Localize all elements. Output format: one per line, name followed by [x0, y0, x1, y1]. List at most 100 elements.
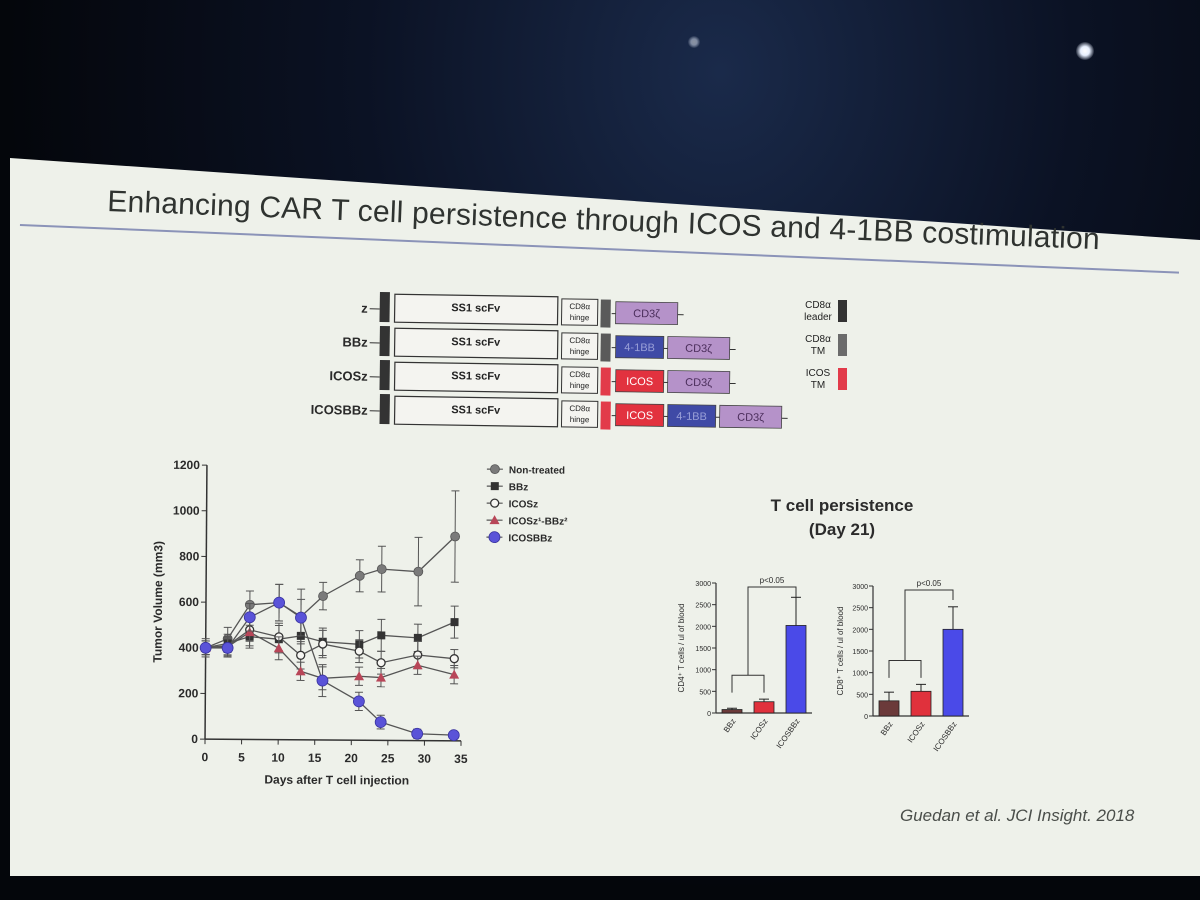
series-marker	[411, 727, 424, 740]
persistence-title: T cell persistence (Day 21)	[742, 494, 942, 542]
series-marker	[316, 674, 329, 687]
signaling-domain	[615, 335, 665, 359]
y-tick-label: 1500	[852, 649, 868, 656]
hinge-label-line1: CD8α	[569, 302, 590, 311]
y-tick-label: 3000	[695, 581, 711, 588]
signaling-domain-label: CD3ζ	[685, 343, 712, 355]
series-marker	[450, 531, 461, 542]
y-tick-label: 500	[856, 692, 868, 699]
ceiling-spotlight	[1076, 42, 1094, 60]
signaling-domain-label: 4-1BB	[676, 411, 707, 423]
persistence-title-line2: (Day 21)	[808, 520, 876, 539]
legend-label: ICOSBBz	[508, 533, 552, 544]
y-tick-label: 1000	[852, 671, 868, 678]
series-marker	[354, 671, 365, 681]
leader-segment	[379, 325, 390, 357]
series-marker	[295, 611, 307, 624]
series-marker	[375, 672, 386, 682]
hinge-label-line2: hinge	[570, 381, 590, 390]
y-tick-label: 0	[191, 732, 198, 746]
hinge-label-line1: CD8α	[569, 336, 590, 345]
hinge-label-line1: CD8α	[569, 404, 590, 413]
series-marker	[413, 566, 424, 577]
legend-label: ICOSz¹-BBz²	[509, 516, 569, 527]
y-tick-label: 3000	[852, 584, 868, 591]
hinge-box	[560, 366, 599, 394]
construct-label: BBz	[342, 334, 368, 349]
tm-segment	[600, 367, 611, 396]
series-marker	[377, 631, 386, 640]
leader-segment	[379, 291, 390, 323]
series-marker	[374, 716, 387, 728]
signaling-domain-label: ICOS	[626, 376, 653, 388]
leader-segment	[379, 359, 390, 391]
legend-line1: CD8α	[805, 334, 831, 345]
series-marker	[376, 658, 386, 668]
series-marker	[318, 639, 328, 649]
signaling-domain	[615, 301, 679, 326]
significance-bracket-high	[747, 586, 797, 676]
scfv-box	[393, 361, 559, 394]
signaling-domain-label: ICOS	[626, 410, 653, 422]
x-axis-title: Days after T cell injection	[264, 773, 409, 788]
legend-label: BBz	[509, 482, 529, 493]
y-axis-title: CD4⁺ T cells / ul of blood	[677, 604, 686, 693]
hinge-label-line2: hinge	[570, 313, 590, 322]
y-tick-label: 2500	[852, 606, 868, 613]
scfv-label: SS1 scFv	[451, 404, 501, 417]
series-line	[205, 601, 454, 736]
significance-label: p<0.05	[917, 579, 942, 588]
series-marker	[199, 641, 212, 654]
series-line	[205, 631, 455, 679]
signaling-domain	[667, 404, 717, 428]
construct-row-z: z SS1 scFv CD8α hinge CD3ζ	[361, 291, 684, 328]
series-marker	[244, 627, 255, 637]
y-tick-label: 1500	[695, 646, 711, 653]
y-tick-label: 2500	[695, 603, 711, 610]
series-marker	[413, 633, 422, 642]
legend-line1: ICOS	[806, 368, 831, 379]
y-tick-label: 400	[179, 641, 199, 655]
x-tick-label: 15	[308, 751, 322, 765]
significance-bracket-low	[888, 660, 922, 678]
scfv-label: SS1 scFv	[451, 302, 501, 315]
series-marker	[273, 596, 286, 609]
legend-line2: TM	[811, 380, 825, 391]
series-marker	[352, 695, 365, 708]
series-marker	[412, 660, 423, 670]
bar-chart-body: 0 500 1000 1500 2000 2500 3000 CD8⁺ T cells / u…	[836, 579, 969, 753]
signaling-domain	[719, 404, 783, 429]
x-tick-label: 35	[454, 752, 468, 766]
category-label: ICOSz	[906, 720, 927, 744]
construct-label: ICOSz	[329, 368, 368, 384]
series-marker	[296, 650, 306, 660]
category-label: ICOSBBz	[932, 720, 959, 753]
bar	[878, 700, 900, 717]
y-tick-label: 1000	[695, 668, 711, 675]
series-marker	[376, 564, 387, 575]
tm-segment	[600, 299, 611, 328]
series-4	[199, 583, 460, 742]
series-marker	[273, 643, 284, 653]
legend-swatch	[838, 300, 847, 322]
legend-line2: leader	[804, 312, 832, 323]
y-tick-label: 0	[864, 714, 868, 721]
series-marker	[489, 515, 500, 525]
hinge-label-line2: hinge	[570, 347, 590, 356]
hinge-label-line2: hinge	[570, 415, 590, 424]
construct-label: z	[361, 301, 368, 316]
construct-row-ICOSz: ICOSz SS1 scFv CD8α hinge ICOS CD3ζ	[329, 359, 736, 396]
tm-segment	[600, 401, 611, 430]
tumor-chart-body: 0 200 400 600 800 1000 1200 0 5 10 15 20 25 30 35 Days …	[151, 458, 569, 788]
y-tick-label: 0	[707, 711, 711, 718]
x-tick-label: 10	[271, 751, 285, 765]
y-tick-label: 2000	[695, 624, 711, 631]
series-marker	[449, 654, 459, 664]
legend-label: ICOSz	[509, 499, 539, 510]
signaling-domain-label: CD3ζ	[685, 377, 712, 389]
x-tick-label: 0	[202, 750, 209, 764]
